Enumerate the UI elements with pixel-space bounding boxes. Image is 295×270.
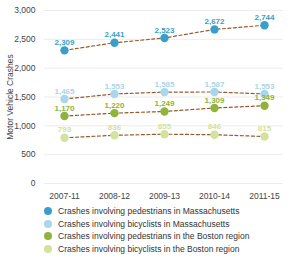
svg-text:836: 836 [108,123,122,132]
svg-text:2,523: 2,523 [154,26,175,35]
html-text:Crashes involving bicyclists i: Crashes involving bicyclists in the Bost… [58,243,240,254]
svg-text:846: 846 [208,122,222,131]
svg-text:2,000: 2,000 [14,63,36,73]
svg-text:793: 793 [58,125,72,134]
svg-text:2,744: 2,744 [254,13,275,22]
svg-text:1,465: 1,465 [54,87,75,96]
svg-text:1,349: 1,349 [254,93,275,102]
svg-text:1,500: 1,500 [14,92,36,102]
svg-text:1,000: 1,000 [14,121,36,131]
svg-text:2,500: 2,500 [14,34,36,44]
html-text:Crashes involving pedestrians: Crashes involving pedestrians in Massach… [58,206,240,216]
svg-text:1,553: 1,553 [104,82,125,91]
svg-text:1,585: 1,585 [154,80,175,89]
svg-text:815: 815 [258,124,272,133]
svg-text:2008-12: 2008-12 [99,191,130,201]
svg-text:2,309: 2,309 [54,38,75,47]
svg-text:1,170: 1,170 [54,104,75,113]
svg-text:2010-14: 2010-14 [199,191,230,201]
html-text:Crashes involving pedestrians: Crashes involving pedestrians in the Bos… [58,231,250,241]
svg-text:3,000: 3,000 [14,5,36,15]
svg-text:Motor Vehicle Crashes: Motor Vehicle Crashes [5,54,15,140]
svg-text:855: 855 [158,122,172,131]
svg-text:1,587: 1,587 [204,80,225,89]
svg-text:2,672: 2,672 [204,17,225,26]
svg-text:0: 0 [31,178,36,188]
svg-text:2,441: 2,441 [104,30,125,39]
svg-text:500: 500 [21,149,35,159]
svg-text:1,309: 1,309 [204,96,225,105]
svg-text:2007-11: 2007-11 [49,191,80,201]
svg-text:2011-15: 2011-15 [249,191,280,201]
svg-text:1,249: 1,249 [154,99,175,108]
svg-text:2009-13: 2009-13 [149,191,180,201]
svg-text:1,220: 1,220 [104,101,125,110]
html-text:Crashes involving bicyclists i: Crashes involving bicyclists in Massachu… [58,218,230,229]
svg-text:1,553: 1,553 [254,82,275,91]
